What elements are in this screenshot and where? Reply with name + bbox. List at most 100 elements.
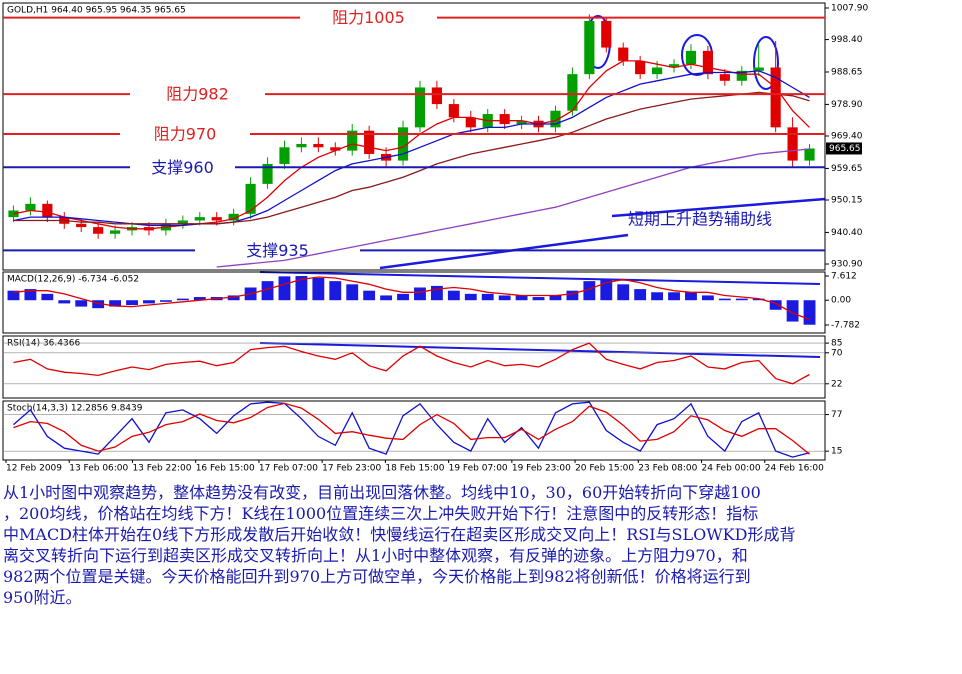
histogram-bar <box>447 290 460 301</box>
panel-frame <box>2 271 826 334</box>
x-tick-label: 16 Feb 15:00 <box>196 464 255 474</box>
histogram-bar <box>718 298 731 301</box>
candle-body <box>262 163 273 184</box>
level-label: 支撑935 <box>246 241 309 260</box>
series-line <box>216 148 810 268</box>
histogram-bar <box>430 285 443 301</box>
series-line <box>13 342 810 385</box>
y-tick-label: 998.40 <box>831 35 863 45</box>
commentary-line: 从1小时图中观察趋势，整体趋势没有改变，目前出现回落休整。均线中10，30，60… <box>3 483 761 502</box>
y-tick-label: 1007.90 <box>831 3 868 13</box>
series-line <box>13 91 810 225</box>
x-tick-label: 18 Feb 15:00 <box>385 464 444 474</box>
candle-body <box>635 60 646 75</box>
candle-body <box>194 217 205 221</box>
candle-body <box>787 127 798 161</box>
commentary-line: ，200均线，价格站在均线下方！K线在1000位置连续三次上冲失败开始下行！注意… <box>3 504 759 523</box>
y-tick-label: 70 <box>831 348 843 358</box>
candle-body <box>770 67 781 128</box>
commentary-line: 982两个位置是关键。今天价格能回升到970上方可做空单，今天价格能上到982将… <box>3 567 751 586</box>
candle-body <box>296 143 307 148</box>
x-tick-label: 24 Feb 00:00 <box>702 464 761 474</box>
series-line <box>13 402 810 455</box>
commentary: 从1小时图中观察趋势，整体趋势没有改变，目前出现回落休整。均线中10，30，60… <box>3 482 961 608</box>
histogram-bar <box>380 295 393 301</box>
candle-body <box>245 183 256 214</box>
candle-body <box>364 130 375 154</box>
trend-line <box>611 197 826 218</box>
level-label: 阻力970 <box>154 125 217 144</box>
candle-body <box>753 67 764 71</box>
series-line <box>13 276 810 321</box>
panel-title: MACD(12,26,9) -6.734 -6.052 <box>7 275 139 285</box>
candle-body <box>414 87 426 128</box>
histogram-bar <box>176 298 189 301</box>
candle-body <box>177 220 188 224</box>
candle-body <box>584 20 595 75</box>
histogram-bar <box>668 292 680 301</box>
histogram-bar <box>346 284 359 301</box>
candle-body <box>431 87 442 105</box>
histogram-bar <box>58 300 71 304</box>
candle-body <box>736 70 747 81</box>
x-tick-label: 24 Feb 16:00 <box>765 464 824 474</box>
panel-title: RSI(14) 36.4366 <box>7 339 80 349</box>
panel-title: Stoch(14,3,3) 12.2856 9.8439 <box>7 404 143 414</box>
histogram-bar <box>109 300 122 307</box>
histogram-bar <box>75 300 88 307</box>
y-tick-label: 988.65 <box>831 67 863 77</box>
y-tick-label: 15 <box>831 447 842 457</box>
histogram-bar <box>24 289 37 301</box>
histogram-bar <box>617 284 630 301</box>
histogram-bar <box>126 300 138 305</box>
histogram-bar <box>769 300 782 310</box>
x-tick-label: 20 Feb 15:00 <box>575 464 634 474</box>
histogram-bar <box>532 297 545 301</box>
histogram-bar <box>735 298 748 301</box>
y-tick-label: 969.40 <box>831 132 863 142</box>
histogram-bar <box>193 297 206 301</box>
candle-body <box>652 67 663 75</box>
histogram-bar <box>515 295 528 301</box>
candle-body <box>313 143 324 148</box>
pattern-circle <box>753 36 779 90</box>
histogram-bar <box>685 292 697 301</box>
last-price-label: 965.65 <box>829 144 861 154</box>
x-tick-label: 23 Feb 08:00 <box>638 464 697 474</box>
level-label: 阻力982 <box>166 85 229 104</box>
y-tick-label: 930.90 <box>831 260 863 270</box>
candle-body <box>601 20 612 48</box>
histogram-bar <box>752 298 765 301</box>
histogram-bar <box>498 295 511 301</box>
candle-body <box>347 130 358 151</box>
last-price-box <box>826 142 862 155</box>
candle-body <box>567 74 578 111</box>
level-label: 阻力1005 <box>332 8 405 27</box>
series-line <box>13 60 810 230</box>
candle-body <box>550 110 561 128</box>
histogram-bar <box>363 290 376 301</box>
y-tick-label: 77 <box>831 410 842 420</box>
candle-body <box>516 120 527 125</box>
candle-body <box>279 147 290 164</box>
x-tick-label: 13 Feb 06:00 <box>69 464 128 474</box>
chart: GOLD,H1 964.40 965.95 964.35 965.65 1007.… <box>2 2 868 474</box>
candle-body <box>42 203 53 218</box>
y-tick-label: 22 <box>831 379 842 389</box>
candle-body <box>8 210 19 218</box>
histogram-bar <box>397 293 409 301</box>
histogram-bar <box>261 281 274 301</box>
x-tick-label: 19 Feb 07:00 <box>449 464 508 474</box>
trend-line <box>379 233 629 270</box>
histogram-bar <box>143 300 155 304</box>
y-tick-label: 978.90 <box>831 100 863 110</box>
y-tick-label: 940.40 <box>831 228 863 238</box>
histogram-bar <box>634 289 647 301</box>
candle-body <box>25 203 36 211</box>
candle-body <box>685 50 697 65</box>
commentary-line: 950附近。 <box>3 588 82 607</box>
y-tick-label: 0.00 <box>831 296 851 306</box>
histogram-bar <box>159 300 172 302</box>
histogram-bar <box>566 290 579 301</box>
